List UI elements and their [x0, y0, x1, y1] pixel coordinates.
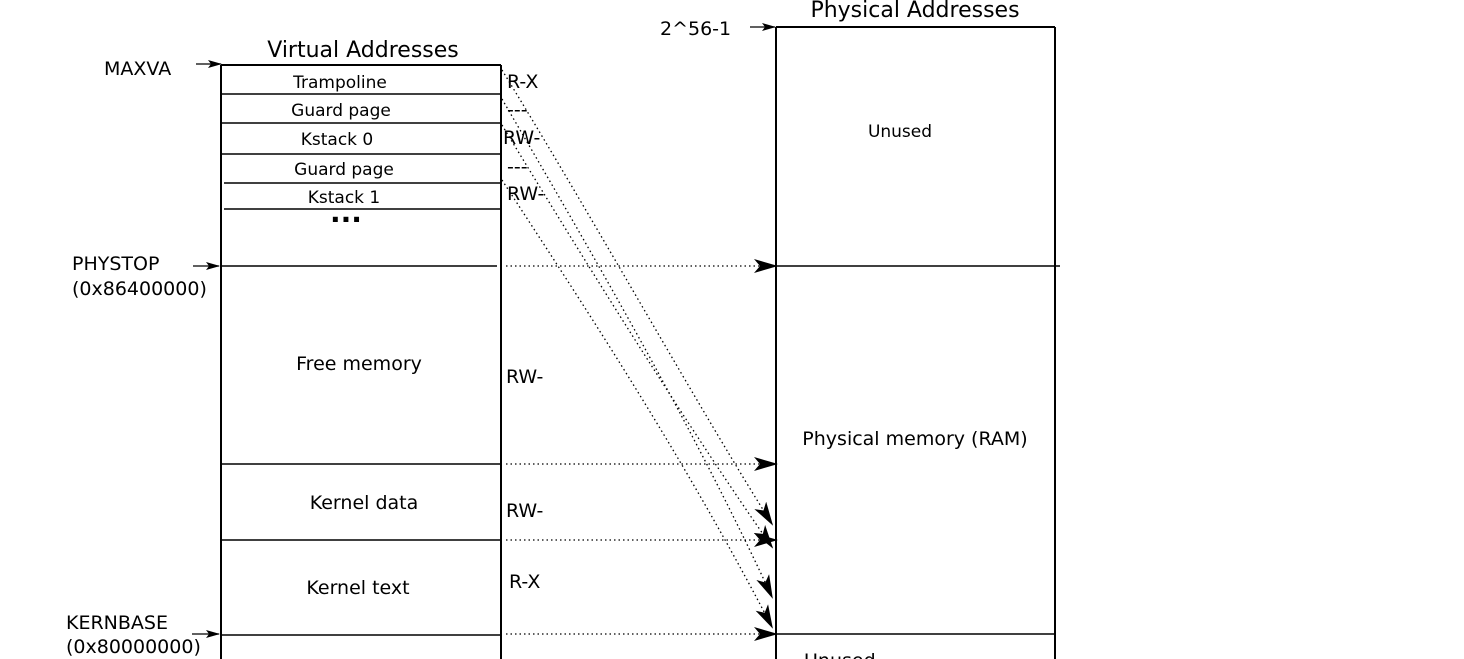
physical-ram: Physical memory (RAM) — [802, 428, 1027, 450]
perm-trampoline: R-X — [507, 71, 538, 93]
kernbase-label: KERNBASE — [66, 612, 168, 634]
region-guard-page-0: Guard page — [291, 101, 391, 121]
kernbase-address: (0x80000000) — [66, 636, 201, 658]
region-kstack-0: Kstack 0 — [301, 130, 374, 150]
perm-kstack-1: RW- — [507, 183, 544, 205]
perm-kernel-data: RW- — [506, 500, 543, 522]
region-kernel-text: Kernel text — [306, 577, 409, 599]
region-kstack-1: Kstack 1 — [308, 188, 381, 208]
mapping-arrow-trampoline — [501, 69, 774, 526]
virtual-address-column: Virtual Addresses Trampoline Guard page … — [66, 38, 544, 659]
phystop-label: PHYSTOP — [72, 253, 159, 275]
perm-guard-page-1: --- — [507, 156, 528, 178]
virtual-addresses-title: Virtual Addresses — [267, 38, 459, 63]
physical-unused-bottom: Unused — [804, 650, 876, 659]
region-guard-page-1: Guard page — [294, 160, 394, 180]
perm-kernel-text: R-X — [509, 571, 540, 593]
physical-top-marker: 2^56-1 — [660, 18, 731, 40]
perm-kstack-0: RW- — [503, 127, 540, 149]
region-kernel-data: Kernel data — [310, 492, 419, 514]
perm-free-memory: RW- — [506, 366, 543, 388]
perm-guard-page-0: --- — [507, 99, 528, 121]
region-free-memory: Free memory — [296, 353, 422, 375]
phystop-address: (0x86400000) — [72, 278, 207, 300]
physical-addresses-title: Physical Addresses — [810, 0, 1019, 23]
physical-address-column: Physical Addresses 2^56-1 Unused Physica… — [660, 0, 1060, 659]
region-trampoline: Trampoline — [292, 73, 387, 93]
region-ellipsis: ... — [330, 196, 362, 229]
mapping-arrows — [501, 69, 778, 641]
physical-unused-top: Unused — [868, 122, 932, 142]
mapping-arrow-kstack-1 — [501, 179, 773, 629]
maxva-label: MAXVA — [104, 58, 171, 80]
mapping-arrow-kstack-extra — [501, 98, 773, 599]
